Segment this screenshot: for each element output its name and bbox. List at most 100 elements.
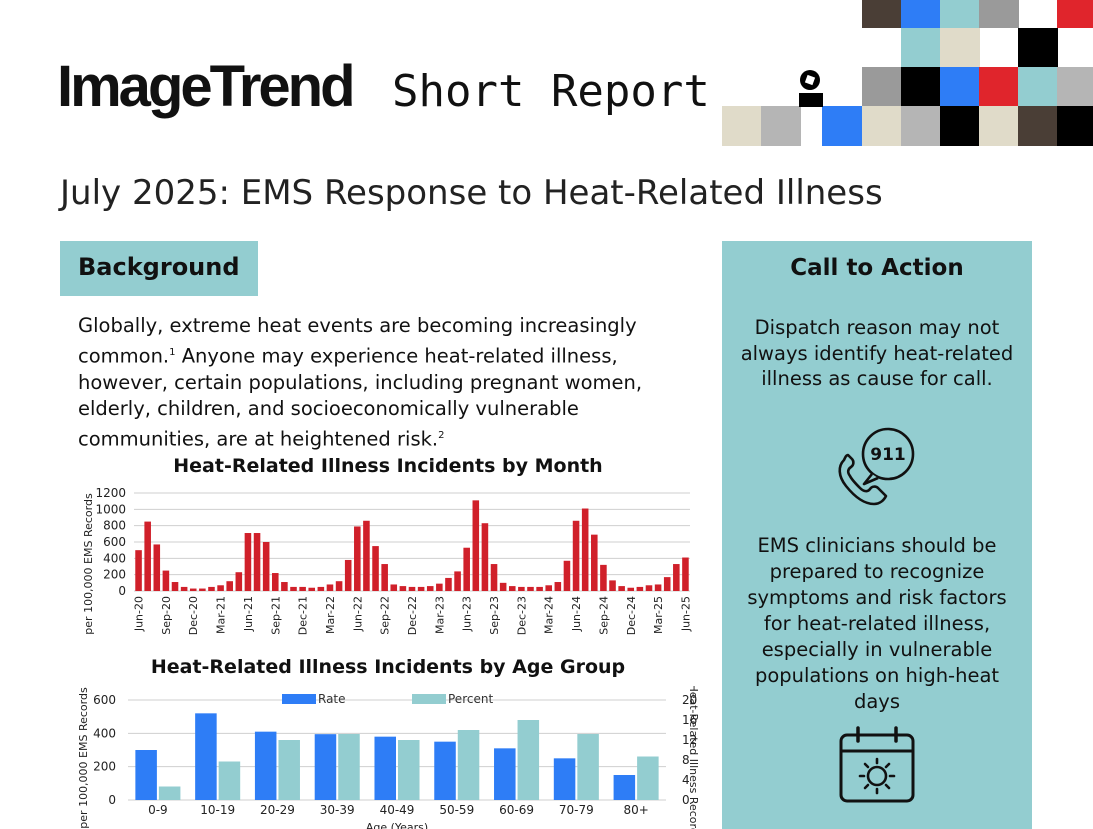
decorative-mosaic [0, 0, 1093, 150]
chart-age-title: Heat-Related Illness Incidents by Age Gr… [150, 656, 626, 678]
y-tick-label: 400 [93, 726, 116, 740]
bar-month-Sep-21 [271, 573, 279, 591]
bar-month-May-21 [235, 572, 243, 591]
phone-911-icon: 911 [838, 427, 915, 506]
bar-month-Nov-22 [399, 586, 407, 591]
bar-month-Mar-25 [654, 584, 662, 591]
legend-swatch-rate [282, 694, 316, 704]
bar-rate-0-9 [135, 750, 157, 800]
x-tick-label: Jun-23 [461, 596, 474, 632]
bar-month-Nov-24 [618, 586, 625, 591]
chart-by-month: 0 200 400 600 800 1000 1200 Jun-20 Sep-20 Dec-20 M… [82, 486, 692, 635]
bar-month-Feb-23 [426, 586, 434, 591]
bar-month-Sep-24 [600, 564, 607, 591]
x-tick-label: Sep-21 [269, 596, 282, 635]
bar-month-Feb-21 [208, 586, 215, 591]
bar-month-Aug-21 [262, 542, 270, 591]
bar-percent-70-79 [577, 734, 599, 800]
bar-percent-20-29 [278, 740, 300, 800]
x-tick-label: 0-9 [148, 803, 168, 817]
y2-tick-label: 4 [682, 773, 690, 787]
x-tick-label: Jun-24 [570, 596, 583, 632]
call-to-action-text-1: Dispatch reason may not always identify … [740, 316, 1014, 390]
bar-rate-10-19 [195, 713, 217, 800]
bar-month-Jan-22 [308, 587, 316, 591]
bar-month-May-22 [344, 559, 352, 591]
bar-month-Nov-23 [508, 586, 516, 591]
bar-month-Apr-24 [554, 582, 562, 591]
bar-month-Apr-23 [445, 577, 452, 591]
bar-month-Jun-23 [463, 547, 470, 591]
bar-month-Sep-23 [490, 564, 498, 591]
y-tick-label: 200 [103, 568, 126, 582]
bar-month-Nov-21 [290, 586, 297, 591]
legend-label-percent: Percent [448, 692, 493, 706]
x-tick-label: Mar-22 [324, 596, 337, 634]
x-tick-label: Sep-24 [597, 596, 610, 635]
bar-percent-60-69 [517, 720, 540, 800]
bar-month-Oct-23 [499, 582, 507, 591]
x-tick-label: Dec-21 [297, 596, 310, 635]
bar-month-May-24 [563, 560, 571, 591]
bar-month-Aug-23 [481, 523, 489, 591]
bar-rate-30-39 [314, 734, 337, 800]
bar-month-Dec-23 [518, 586, 525, 591]
x-tick-label: Sep-23 [488, 596, 501, 635]
bar-month-Feb-25 [645, 585, 653, 591]
y-tick-label: 0 [118, 584, 126, 598]
bar-rate-50-59 [434, 741, 456, 800]
x-tick-label: 80+ [623, 803, 648, 817]
x-tick-label: 50-59 [439, 803, 474, 817]
bar-month-Aug-20 [153, 544, 161, 591]
x-tick-label: 40-49 [380, 803, 415, 817]
x-tick-label: 20-29 [260, 803, 295, 817]
bar-month-Jun-21 [244, 533, 252, 591]
bar-month-Dec-22 [408, 586, 416, 591]
phone-911-label: 911 [870, 445, 906, 465]
x-tick-label: Mar-23 [433, 596, 446, 634]
calendar-sun-icon [839, 726, 915, 803]
bar-month-Oct-20 [171, 582, 179, 591]
bar-rate-60-69 [494, 748, 516, 800]
bar-month-Dec-24 [627, 587, 635, 591]
call-to-action-heading: Call to Action [790, 255, 964, 281]
legend-label-rate: Rate [318, 692, 346, 706]
y-tick-label: 0 [108, 793, 116, 807]
bar-month-Jul-21 [253, 533, 261, 591]
bar-month-Jan-25 [636, 586, 644, 591]
chart-month-title: Heat-Related Illness Incidents by Month [173, 455, 603, 477]
legend-swatch-percent [412, 694, 446, 704]
bar-percent-80+ [637, 756, 659, 800]
bar-rate-80+ [613, 775, 636, 800]
bar-month-Jul-23 [472, 500, 480, 591]
y2-tick-label: 20 [682, 693, 697, 707]
bar-month-Mar-23 [436, 583, 443, 591]
background-heading: Background [78, 253, 240, 281]
bar-month-Jun-24 [572, 520, 580, 591]
x-tick-label: Dec-24 [625, 596, 638, 635]
x-tick-label: Mar-21 [215, 596, 228, 634]
bar-percent-30-39 [338, 734, 360, 800]
background-heading-box: Background [60, 241, 258, 296]
bar-month-Apr-25 [663, 577, 671, 591]
bar-month-Jan-23 [417, 586, 425, 591]
x-tick-label: 10-19 [200, 803, 235, 817]
call-to-action-text-2: EMS clinicians should be prepared to rec… [747, 534, 1007, 713]
y-tick-label: 800 [103, 519, 126, 533]
background-paragraph: Globally, extreme heat events are becomi… [78, 314, 643, 450]
x-tick-label: Jun-21 [242, 596, 255, 632]
bar-percent-50-59 [457, 730, 480, 800]
bar-month-Aug-22 [372, 546, 379, 591]
bar-month-Jan-24 [527, 586, 534, 591]
y-tick-label: 200 [93, 760, 116, 774]
y2-tick-label: 16 [682, 713, 697, 727]
bar-month-Mar-21 [217, 585, 224, 591]
report-title: July 2025: EMS Response to Heat-Related … [60, 173, 883, 213]
x-tick-label: Sep-22 [379, 596, 392, 635]
x-tick-label: 70-79 [559, 803, 594, 817]
x-tick-label: Sep-20 [160, 596, 173, 635]
report-type-label: Short Report [392, 66, 710, 117]
bar-month-Feb-22 [317, 586, 325, 591]
x-tick-label: 60-69 [499, 803, 534, 817]
bar-month-Oct-22 [390, 584, 398, 591]
